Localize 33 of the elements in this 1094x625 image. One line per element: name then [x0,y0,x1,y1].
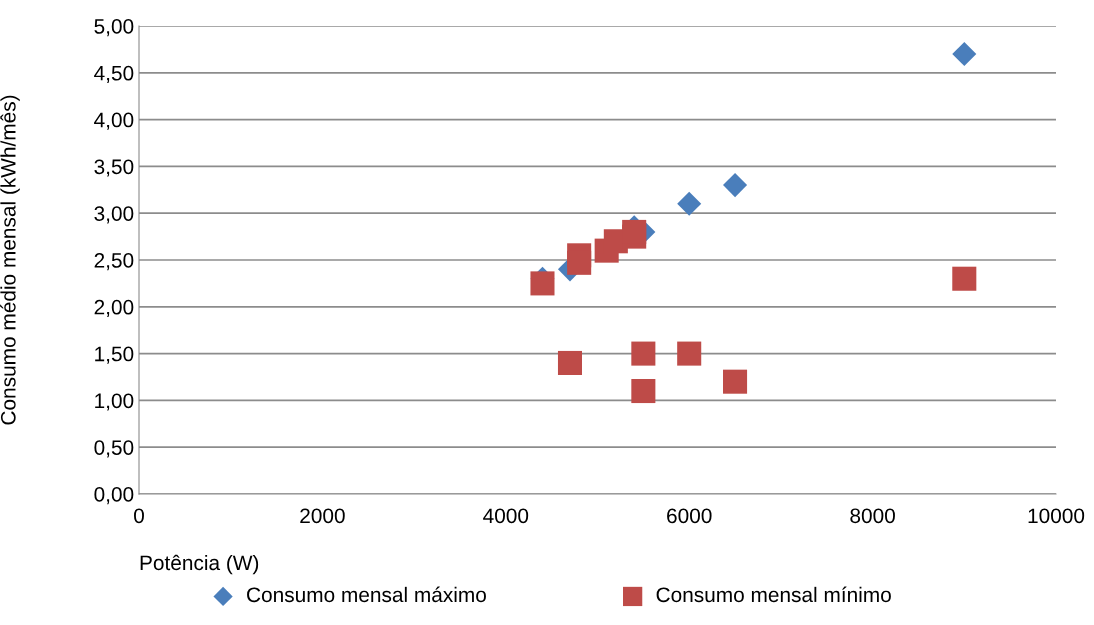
point [723,173,748,198]
point [567,250,592,275]
point [631,341,656,366]
y-tick-label: 2,50 [94,253,134,271]
y-tick-label: 4,00 [94,112,134,130]
point [631,379,656,404]
y-tick-label: 3,50 [94,159,134,177]
x-tick-label: 8000 [850,508,895,524]
point [677,341,702,366]
y-tick-label: 5,00 [94,19,134,37]
legend-label: Consumo mensal máximo [247,586,486,603]
x-tick-label: 4000 [483,508,529,524]
point [622,219,647,244]
y-tick-label: 2,00 [94,299,134,318]
point [952,266,977,291]
y-tick-label: 1,50 [95,346,134,364]
point [530,271,555,296]
point [723,369,748,394]
x-tick-label: 2000 [300,508,345,524]
point [952,42,977,67]
point [677,191,702,216]
x-tick-label: 0 [134,508,144,524]
y-tick-label: 3,00 [94,206,134,224]
x-axis-title: Potência (W) [140,554,259,575]
legend-label: Consumo mensal mínimo [656,586,891,603]
point [557,350,583,375]
x-tick-label: 10000 [1028,508,1085,524]
y-axis-title: Consumo médio mensal (kWh/mês) [0,95,20,425]
y-tick-label: 0,50 [94,440,134,458]
y-tick-label: 0,00 [94,487,134,505]
y-tick-label: 1,00 [95,393,134,411]
y-tick-label: 4,50 [94,65,134,84]
x-tick-label: 6000 [667,508,712,524]
